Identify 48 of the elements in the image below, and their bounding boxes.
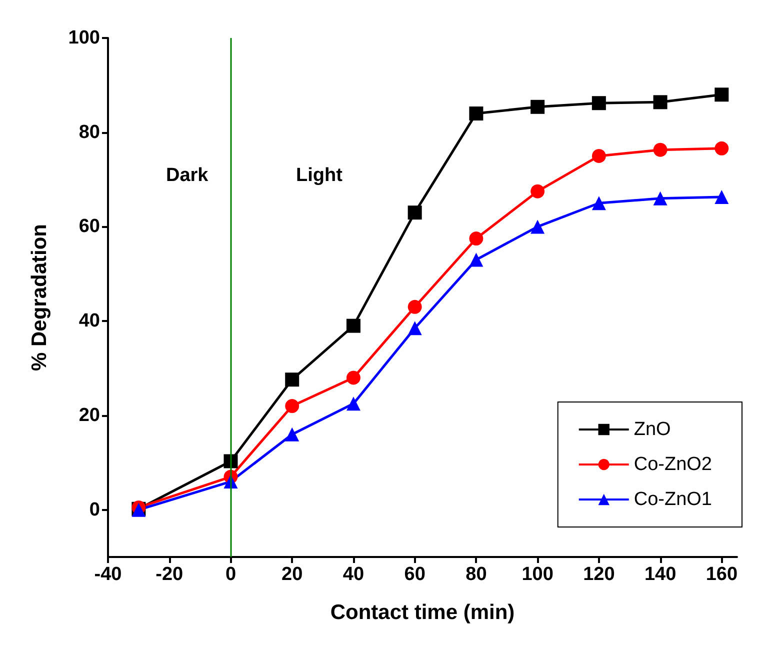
point — [285, 399, 300, 414]
y-tick-label: 80 — [78, 122, 100, 143]
y-tick-label: 20 — [78, 404, 100, 426]
point — [469, 252, 484, 267]
x-tick-label: 140 — [644, 564, 676, 585]
point — [530, 220, 545, 234]
point — [653, 191, 668, 206]
x-tick-label: 40 — [342, 564, 364, 585]
x-tick-label: 20 — [282, 564, 303, 585]
point — [469, 106, 484, 120]
point — [714, 141, 729, 156]
point — [714, 88, 729, 102]
point — [408, 206, 422, 220]
y-tick-label: 60 — [78, 216, 100, 238]
legend-label: ZnO — [634, 419, 671, 440]
x-tick-label: 160 — [706, 564, 738, 585]
legend-label: Co-ZnO2 — [634, 454, 712, 475]
point — [346, 318, 360, 333]
point — [346, 370, 360, 385]
legend-label: Co-ZnO1 — [634, 489, 712, 510]
x-tick-label: -40 — [94, 564, 122, 585]
point — [408, 300, 422, 314]
annotation: Dark — [166, 165, 209, 186]
point — [714, 190, 729, 204]
x-tick-label: 0 — [225, 564, 236, 585]
point — [469, 232, 484, 246]
point — [530, 100, 545, 114]
point — [653, 95, 668, 110]
x-tick-label: 80 — [466, 564, 487, 585]
point — [653, 142, 668, 157]
point — [346, 396, 360, 411]
x-tick-label: -20 — [156, 564, 184, 585]
x-tick-label: 100 — [522, 564, 554, 585]
y-axis-title: % Degradation — [28, 224, 51, 372]
point — [592, 96, 606, 110]
x-tick-label: 120 — [583, 564, 615, 585]
y-tick-label: 40 — [78, 310, 100, 332]
x-tick-label: 60 — [404, 564, 426, 585]
point — [285, 427, 300, 442]
point — [285, 372, 300, 387]
point — [408, 321, 422, 336]
y-tick-label: 0 — [89, 499, 100, 520]
y-tick-label: 100 — [68, 28, 100, 48]
point — [592, 148, 606, 163]
point — [530, 184, 545, 198]
annotation: Light — [296, 165, 344, 186]
point — [592, 196, 606, 210]
x-axis-title: Contact time (min) — [330, 601, 515, 624]
